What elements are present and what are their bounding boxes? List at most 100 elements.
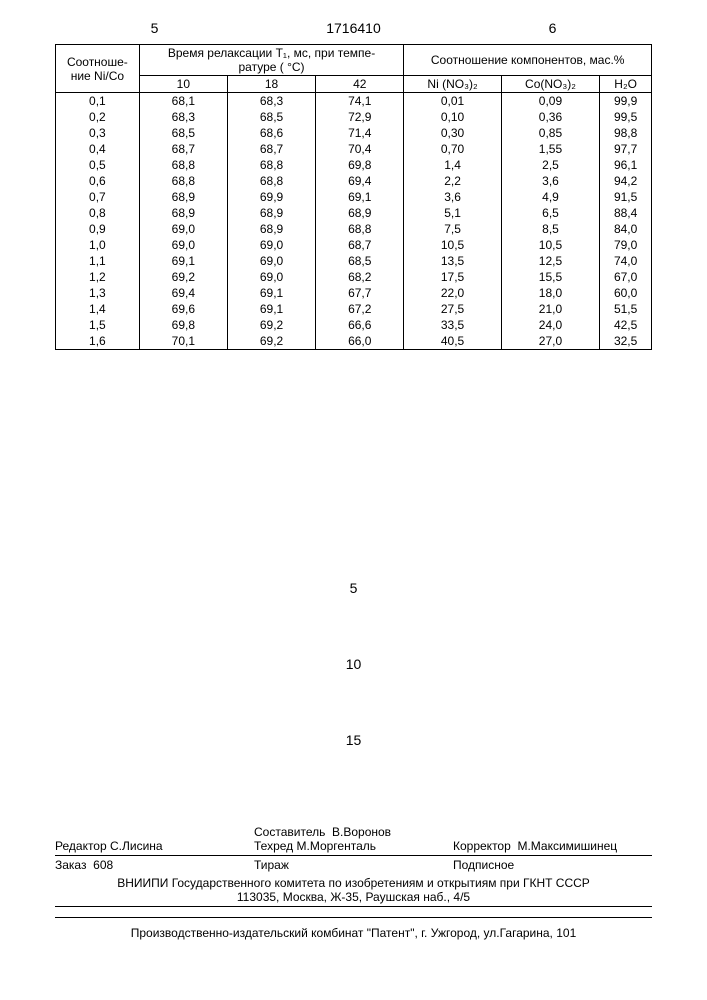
col-composition-header: Соотношение компонентов, мас.%	[404, 45, 652, 76]
patent-number: 1716410	[254, 20, 453, 36]
table-cell: 1,4	[56, 301, 140, 317]
table-cell: 0,36	[501, 109, 600, 125]
table-cell: 94,2	[600, 173, 652, 189]
table-cell: 69,9	[227, 189, 315, 205]
table-cell: 1,6	[56, 333, 140, 350]
data-table: Соотноше- ние Ni/Co Время релаксации T₁,…	[55, 44, 652, 350]
table-cell: 51,5	[600, 301, 652, 317]
table-cell: 1,55	[501, 141, 600, 157]
table-cell: 10,5	[501, 237, 600, 253]
table-cell: 1,2	[56, 269, 140, 285]
table-cell: 68,5	[316, 253, 404, 269]
compiler-tech-credit: Составитель В.Воронов Техред М.Моргентал…	[254, 825, 453, 853]
table-cell: 0,70	[404, 141, 501, 157]
table-cell: 24,0	[501, 317, 600, 333]
table-row: 1,569,869,266,633,524,042,5	[56, 317, 652, 333]
table-row: 0,568,868,869,81,42,596,1	[56, 157, 652, 173]
table-row: 1,670,169,266,040,527,032,5	[56, 333, 652, 350]
order-row: Заказ 608 Тираж Подписное	[55, 856, 652, 874]
table-cell: 60,0	[600, 285, 652, 301]
page-col-right: 6	[453, 20, 652, 36]
table-cell: 0,5	[56, 157, 140, 173]
table-cell: 68,8	[227, 173, 315, 189]
sub-c1: Ni (NO₃)₂	[404, 76, 501, 93]
table-cell: 0,9	[56, 221, 140, 237]
table-cell: 67,2	[316, 301, 404, 317]
table-cell: 8,5	[501, 221, 600, 237]
line-num-10: 10	[346, 656, 362, 672]
table-cell: 0,01	[404, 93, 501, 110]
sub-t3: 42	[316, 76, 404, 93]
table-cell: 12,5	[501, 253, 600, 269]
table-cell: 72,9	[316, 109, 404, 125]
podpisnoe: Подписное	[453, 858, 652, 872]
table-cell: 32,5	[600, 333, 652, 350]
table-cell: 91,5	[600, 189, 652, 205]
table-cell: 68,9	[227, 205, 315, 221]
table-cell: 88,4	[600, 205, 652, 221]
table-cell: 0,6	[56, 173, 140, 189]
table-cell: 69,2	[227, 317, 315, 333]
table-cell: 69,1	[227, 285, 315, 301]
page-col-left: 5	[55, 20, 254, 36]
production-line: Производственно-издательский комбинат "П…	[55, 922, 652, 940]
editor-credit: Редактор С.Лисина	[55, 839, 254, 853]
table-cell: 40,5	[404, 333, 501, 350]
col-ratio-header: Соотноше- ние Ni/Co	[56, 45, 140, 93]
table-row: 1,369,469,167,722,018,060,0	[56, 285, 652, 301]
order-num: Заказ 608	[55, 858, 254, 872]
table-cell: 69,6	[139, 301, 227, 317]
table-cell: 33,5	[404, 317, 501, 333]
sub-c2: Co(NO₃)₂	[501, 76, 600, 93]
table-cell: 0,4	[56, 141, 140, 157]
table-cell: 15,5	[501, 269, 600, 285]
table-cell: 1,4	[404, 157, 501, 173]
table-cell: 0,85	[501, 125, 600, 141]
table-cell: 3,6	[501, 173, 600, 189]
table-cell: 10,5	[404, 237, 501, 253]
table-cell: 68,3	[227, 93, 315, 110]
table-cell: 96,1	[600, 157, 652, 173]
table-cell: 68,7	[227, 141, 315, 157]
credits-row: Редактор С.Лисина Составитель В.Воронов …	[55, 823, 652, 856]
sub-t1: 10	[139, 76, 227, 93]
table-row: 0,768,969,969,13,64,991,5	[56, 189, 652, 205]
table-cell: 68,8	[139, 173, 227, 189]
table-cell: 3,6	[404, 189, 501, 205]
table-cell: 0,7	[56, 189, 140, 205]
table-cell: 27,5	[404, 301, 501, 317]
table-cell: 68,9	[139, 205, 227, 221]
table-cell: 5,1	[404, 205, 501, 221]
table-cell: 22,0	[404, 285, 501, 301]
table-cell: 1,1	[56, 253, 140, 269]
table-cell: 69,8	[139, 317, 227, 333]
table-cell: 97,7	[600, 141, 652, 157]
table-cell: 68,5	[227, 109, 315, 125]
table-cell: 0,2	[56, 109, 140, 125]
table-cell: 69,2	[227, 333, 315, 350]
table-cell: 21,0	[501, 301, 600, 317]
table-cell: 69,0	[227, 269, 315, 285]
header-numbers: 5 1716410 6	[55, 20, 652, 36]
table-cell: 0,10	[404, 109, 501, 125]
table-cell: 69,4	[316, 173, 404, 189]
table-cell: 68,9	[227, 221, 315, 237]
line-num-5: 5	[350, 580, 358, 596]
table-cell: 1,5	[56, 317, 140, 333]
table-cell: 69,1	[139, 253, 227, 269]
table-cell: 69,0	[139, 221, 227, 237]
table-cell: 74,0	[600, 253, 652, 269]
table-cell: 68,8	[139, 157, 227, 173]
table-cell: 7,5	[404, 221, 501, 237]
table-row: 1,169,169,068,513,512,574,0	[56, 253, 652, 269]
table-cell: 69,0	[227, 237, 315, 253]
table-cell: 98,8	[600, 125, 652, 141]
table-cell: 69,2	[139, 269, 227, 285]
table-cell: 0,3	[56, 125, 140, 141]
table-cell: 79,0	[600, 237, 652, 253]
table-cell: 0,8	[56, 205, 140, 221]
margin-line-numbers: 5 10 15	[55, 580, 652, 748]
table-cell: 74,1	[316, 93, 404, 110]
table-cell: 84,0	[600, 221, 652, 237]
divider	[55, 917, 652, 918]
